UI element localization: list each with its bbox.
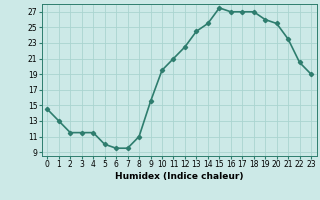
X-axis label: Humidex (Indice chaleur): Humidex (Indice chaleur) <box>115 172 244 181</box>
